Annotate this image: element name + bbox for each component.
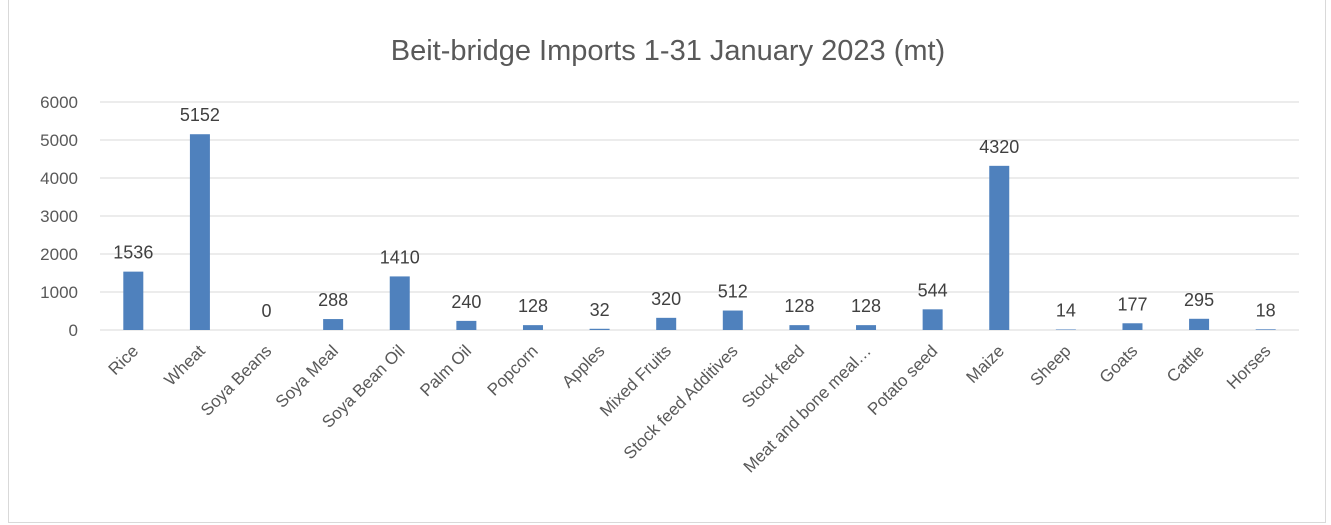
data-label: 14 [1056, 300, 1076, 320]
bar-cattle [1189, 318, 1210, 330]
data-label: 5152 [180, 105, 220, 125]
bar-maize [989, 165, 1010, 330]
data-label: 128 [784, 296, 814, 316]
data-label: 177 [1117, 294, 1147, 314]
x-category-label: Goats [1096, 341, 1142, 387]
x-category-label: Maize [963, 341, 1009, 387]
bar-wheat [189, 134, 210, 330]
bar-soya-meal [323, 319, 344, 330]
x-category-label: Stock feed [738, 341, 808, 411]
y-tick-label: 5000 [40, 131, 78, 150]
x-category-label: Wheat [161, 341, 209, 389]
y-tick-label: 1000 [40, 283, 78, 302]
bar-rice [123, 271, 144, 330]
x-category-label: Popcorn [484, 341, 542, 399]
bar-meat-and-bone-meal [856, 325, 877, 330]
bar-stock-feed [789, 325, 810, 330]
y-tick-label: 2000 [40, 245, 78, 264]
data-label: 18 [1256, 300, 1276, 320]
bar-potato-seed [922, 309, 943, 330]
data-label: 544 [918, 280, 948, 300]
x-category-label: Apples [558, 341, 608, 391]
data-label: 1410 [380, 247, 420, 267]
bar-palm-oil [456, 320, 477, 330]
data-label: 4320 [979, 137, 1019, 157]
bar-horses [1255, 329, 1276, 330]
x-category-label: Sheep [1026, 341, 1074, 389]
chart-title: Beit-bridge Imports 1-31 January 2023 (m… [391, 35, 945, 67]
data-label: 128 [518, 296, 548, 316]
bar-apples [589, 328, 610, 330]
x-category-label: Rice [105, 341, 142, 378]
y-axis-ticks: 0 1000 2000 3000 4000 5000 6000 [40, 93, 78, 340]
data-label: 288 [318, 290, 348, 310]
x-category-label: Potato seed [864, 341, 942, 419]
bar-soya-bean-oil [389, 276, 410, 330]
data-label: 240 [451, 292, 481, 312]
data-label: 295 [1184, 290, 1214, 310]
bar-goats [1122, 323, 1143, 330]
data-label: 320 [651, 289, 681, 309]
x-category-label: Meat and bone meal… [740, 341, 875, 476]
y-tick-label: 0 [69, 321, 78, 340]
bar-sheep [1055, 329, 1076, 330]
gridlines [100, 101, 1299, 331]
x-category-label: Stock feed Additives [620, 341, 742, 463]
bar-mixed-fruits [656, 317, 677, 330]
bar-chart: Beit-bridge Imports 1-31 January 2023 (m… [40, 35, 1299, 476]
x-category-label: Horses [1223, 341, 1275, 393]
x-category-label: Cattle [1163, 341, 1208, 386]
bar-popcorn [522, 325, 543, 330]
data-labels: 1536 5152 0 288 1410 240 128 32 320 512 128 128 544 4… [113, 105, 1275, 321]
data-label: 128 [851, 296, 881, 316]
x-category-label: Soya Meal [272, 341, 342, 411]
data-label: 1536 [113, 243, 153, 263]
data-label: 32 [590, 300, 610, 320]
x-category-label: Soya Beans [197, 341, 275, 419]
bars [123, 134, 1276, 330]
bar-stock-feed-additives [722, 310, 743, 330]
y-tick-label: 4000 [40, 169, 78, 188]
data-label: 0 [262, 301, 272, 321]
y-tick-label: 3000 [40, 207, 78, 226]
x-category-label: Palm Oil [416, 341, 475, 400]
data-label: 512 [718, 282, 748, 302]
y-tick-label: 6000 [40, 93, 78, 112]
chart-frame: Beit-bridge Imports 1-31 January 2023 (m… [8, 0, 1326, 523]
